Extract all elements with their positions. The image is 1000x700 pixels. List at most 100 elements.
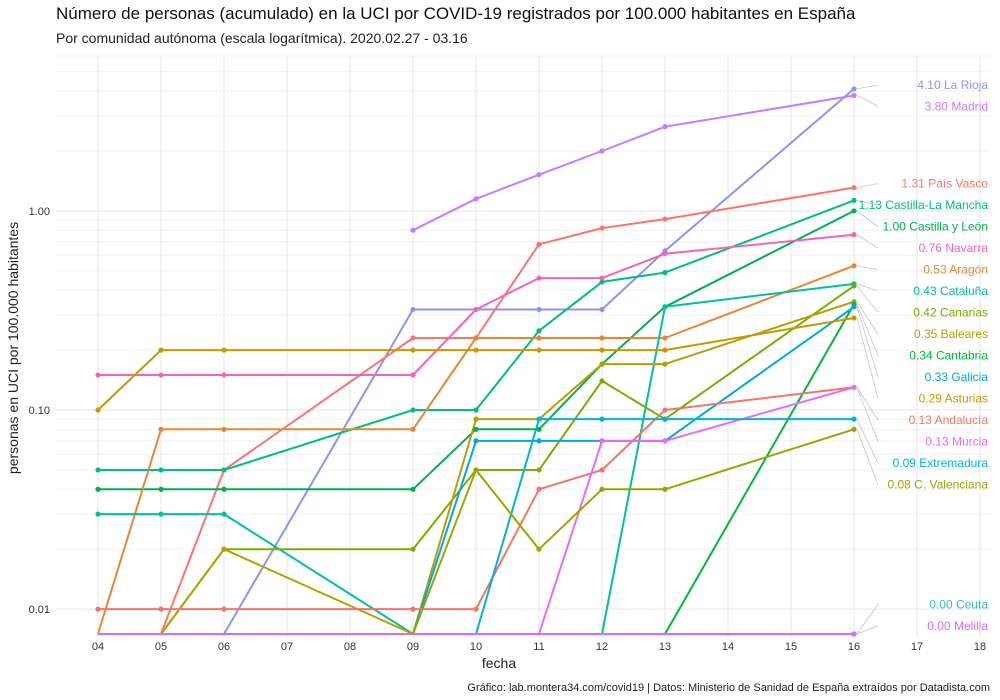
data-point — [221, 606, 227, 612]
leader-line — [856, 283, 879, 292]
data-point — [599, 225, 605, 231]
leader-line — [856, 183, 879, 188]
series-label-cantabria: 0.34 Cantabria — [909, 349, 988, 363]
data-point — [410, 426, 416, 432]
data-point — [599, 361, 605, 367]
series-line-murcia — [538, 386, 855, 635]
data-point — [95, 407, 101, 413]
series-label-arag-n: 0.53 Aragón — [923, 263, 988, 277]
series-label-c-valenciana: 0.08 C. Valenciana — [887, 478, 988, 492]
x-tick-label: 15 — [785, 641, 797, 653]
data-point — [158, 511, 164, 517]
data-point — [851, 86, 857, 92]
data-point — [662, 361, 668, 367]
data-point — [599, 306, 605, 313]
data-point — [95, 467, 101, 473]
leader-line — [856, 418, 879, 464]
data-point — [221, 467, 227, 473]
series-label-navarra: 0.76 Navarra — [919, 241, 989, 255]
data-point — [410, 486, 416, 492]
data-point — [221, 546, 227, 552]
data-point — [851, 208, 857, 214]
data-point — [536, 438, 542, 444]
leader-line — [856, 604, 879, 635]
data-point — [158, 486, 164, 492]
data-point — [410, 407, 416, 413]
x-tick-label: 13 — [659, 641, 671, 653]
data-point — [662, 407, 668, 413]
data-point — [536, 426, 542, 432]
data-point — [851, 263, 857, 269]
series-label-murcia: 0.13 Murcia — [925, 435, 988, 449]
y-axis-title: personas en UCI por 100.000 habitantes — [5, 222, 21, 474]
data-point — [473, 306, 479, 313]
x-tick-label: 17 — [911, 641, 923, 653]
series-label-asturias: 0.29 Asturias — [919, 392, 988, 406]
data-point — [536, 486, 542, 492]
data-point — [536, 241, 542, 247]
data-point — [851, 197, 857, 203]
leader-line — [856, 304, 879, 356]
leader-line — [856, 210, 879, 227]
leader-line — [856, 301, 879, 335]
data-point — [662, 304, 668, 310]
data-point — [221, 486, 227, 492]
data-point — [473, 438, 479, 444]
chart-subtitle: Por comunidad autónoma (escala logarítmi… — [56, 30, 468, 46]
leader-line — [856, 625, 879, 635]
x-tick-label: 11 — [533, 641, 544, 653]
y-tick-label: 1.00 — [29, 206, 50, 218]
data-point — [662, 347, 668, 353]
data-point — [410, 372, 416, 378]
x-tick-label: 16 — [848, 641, 860, 653]
data-point — [410, 306, 416, 313]
data-point — [599, 347, 605, 353]
data-point — [536, 335, 542, 341]
data-point — [599, 148, 605, 154]
data-point — [662, 124, 668, 130]
x-tick-label: 07 — [281, 641, 293, 653]
data-point — [158, 347, 164, 353]
series-label-baleares: 0.35 Baleares — [914, 327, 988, 341]
grid — [56, 55, 990, 638]
data-point — [599, 275, 605, 281]
data-point — [599, 279, 605, 285]
series-label-melilla: 0.00 Melilla — [927, 619, 988, 633]
series-label-la-rioja: 4.10 La Rioja — [917, 78, 988, 92]
series-end-labels: 4.10 La Rioja 3.80 Madrid 1.31 País Vasco 1… — [859, 78, 989, 633]
data-point — [473, 196, 479, 202]
data-point — [158, 606, 164, 612]
y-tick-label: 0.10 — [29, 405, 50, 417]
data-point — [473, 467, 479, 473]
leader-line — [856, 95, 879, 107]
data-point — [221, 372, 227, 378]
series-label-extremadura: 0.09 Extremadura — [893, 456, 989, 470]
data-point — [662, 438, 668, 444]
data-point — [221, 426, 227, 432]
data-point — [410, 335, 416, 341]
x-tick-label: 04 — [92, 641, 104, 653]
data-point — [95, 372, 101, 378]
x-tick-label: 18 — [974, 641, 986, 653]
leader-line — [856, 84, 879, 90]
data-point — [599, 335, 605, 341]
series-points — [95, 86, 857, 637]
y-tick-label: 0.01 — [29, 604, 50, 616]
series-label-andaluc-a: 0.13 Andalucía — [909, 413, 989, 427]
data-point — [536, 172, 542, 178]
data-point — [158, 467, 164, 473]
data-point — [851, 283, 857, 289]
data-point — [473, 407, 479, 413]
data-point — [536, 306, 542, 313]
series-label-pa-s-vasco: 1.31 País Vasco — [902, 177, 989, 191]
data-point — [662, 416, 668, 422]
data-point — [95, 486, 101, 492]
data-point — [410, 606, 416, 612]
data-point — [221, 347, 227, 353]
x-tick-label: 12 — [596, 641, 608, 653]
data-point — [851, 304, 857, 310]
data-point — [158, 372, 164, 378]
leader-line — [856, 306, 879, 378]
data-point — [599, 467, 605, 473]
data-point — [536, 546, 542, 552]
